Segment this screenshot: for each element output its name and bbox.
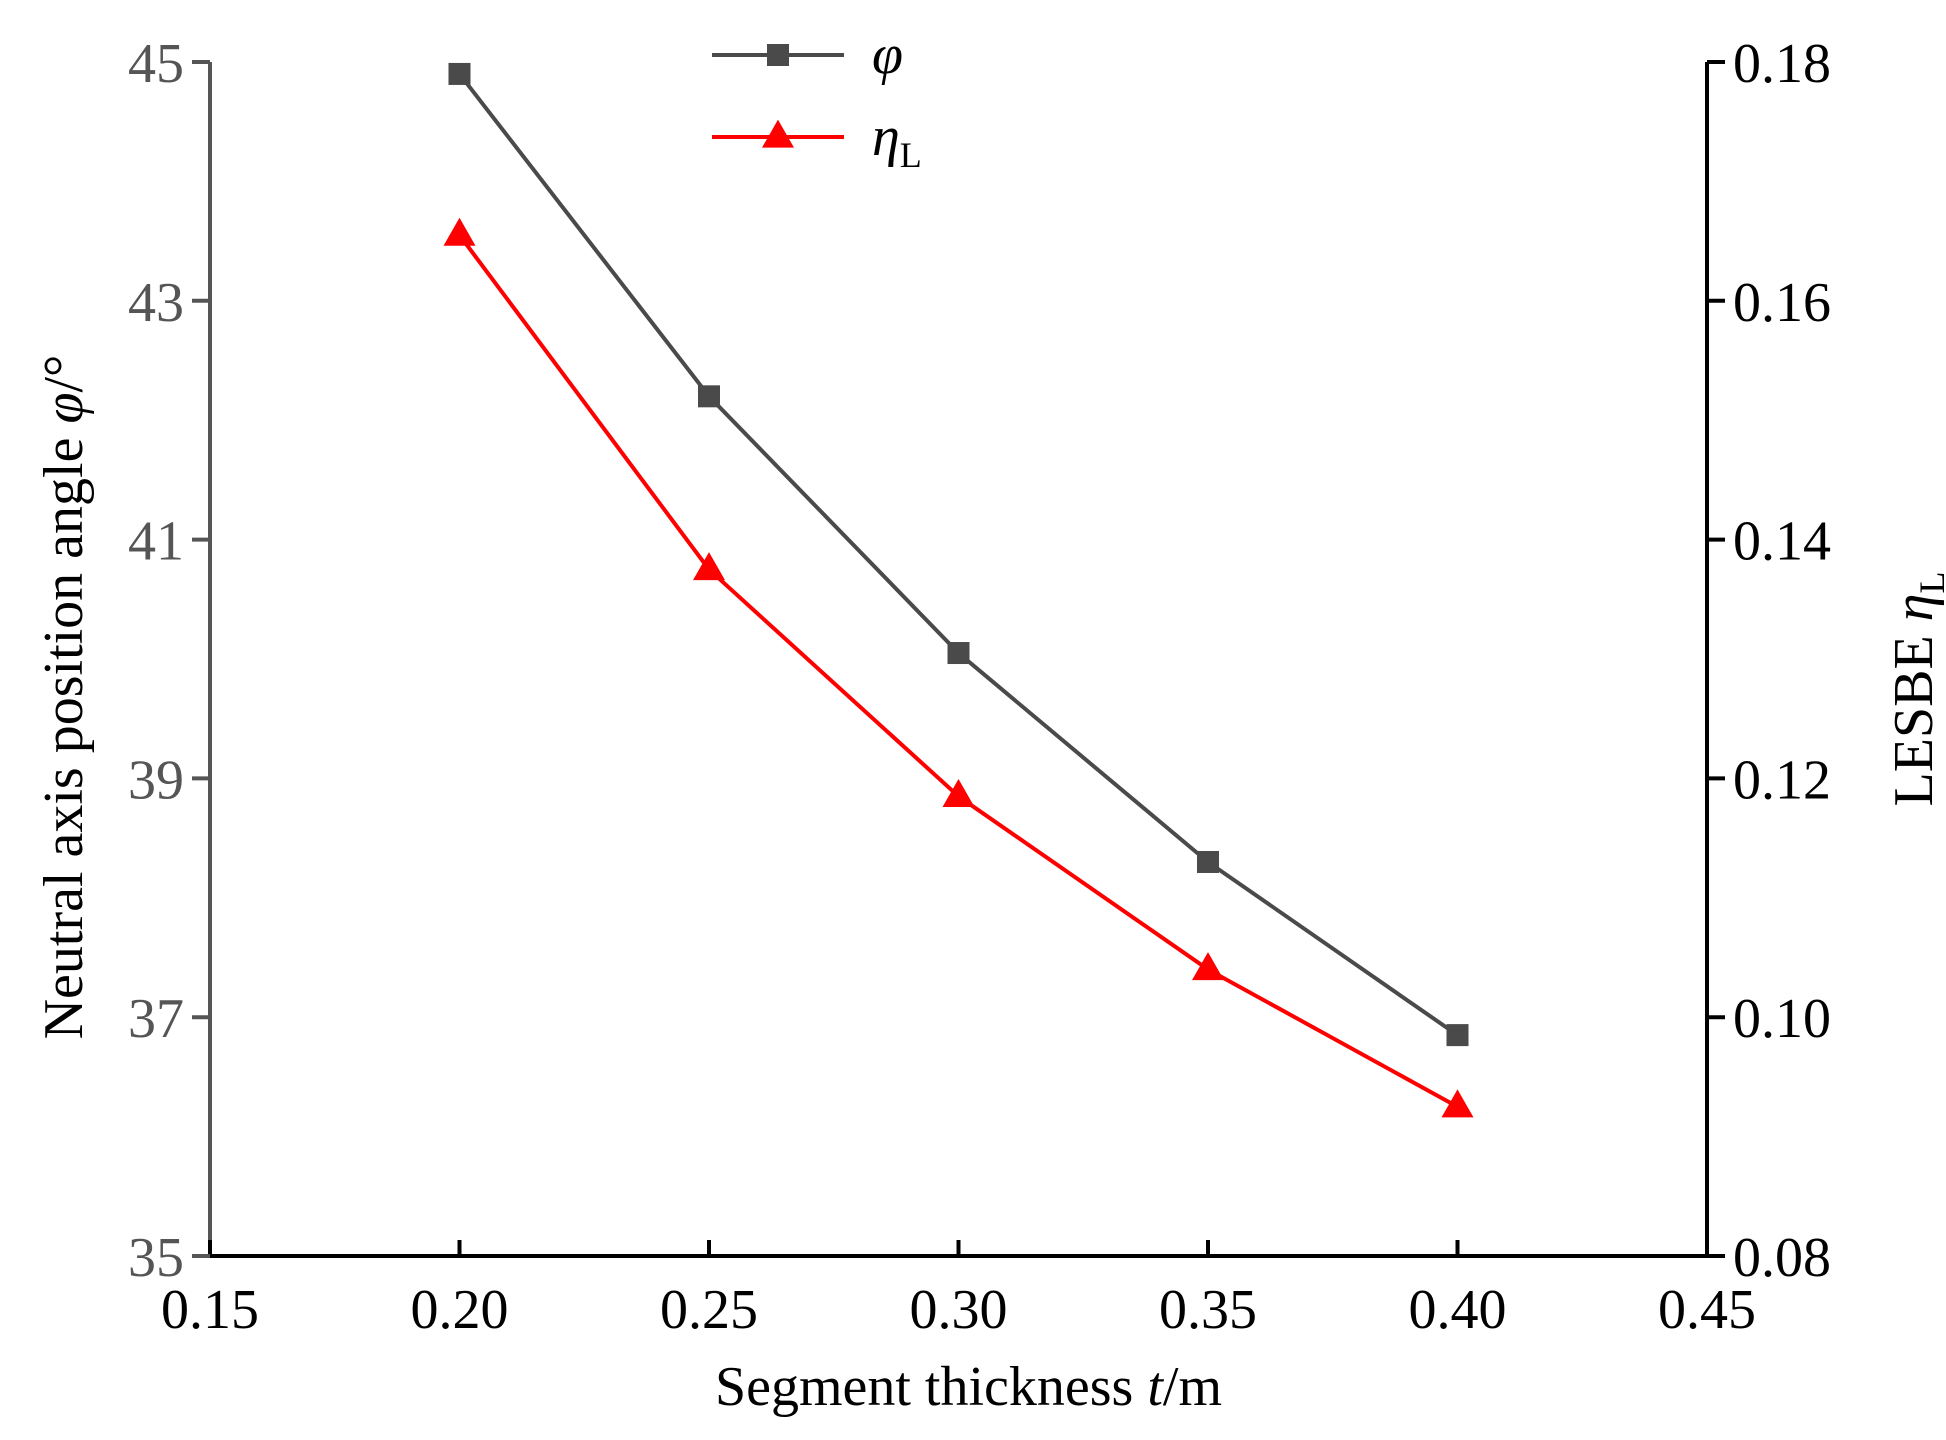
y-left-tick-label: 45: [128, 33, 184, 95]
y-right-tick-label: 0.10: [1733, 988, 1831, 1050]
x-tick-label: 0.15: [161, 1279, 259, 1341]
data-point-phi: [947, 642, 970, 665]
x-tick-label: 0.30: [910, 1279, 1008, 1341]
y-right-axis-title-var: η: [1883, 594, 1945, 622]
data-point-phi: [448, 62, 471, 85]
legend-marker: [767, 44, 789, 66]
data-point-phi: [1446, 1024, 1469, 1047]
x-tick-label: 0.45: [1658, 1279, 1756, 1341]
y-left-tick-label: 35: [128, 1227, 184, 1289]
legend-label-sub: L: [900, 135, 922, 175]
axes: 0.15 0.20 0.25 0.30 0.35 0.40 0.45 35 37 39 41 43 45…: [128, 33, 1831, 1341]
data-point-phi: [698, 385, 720, 408]
y-left-axis-title: Neutral axis position angle φ/°: [33, 355, 95, 1040]
y-left-tick-label: 39: [128, 749, 184, 811]
legend-marker: [762, 119, 794, 148]
axis-labels: Segment thickness t/m Neutral axis positi…: [33, 355, 1946, 1418]
x-tick-label: 0.35: [1159, 1279, 1257, 1341]
legend-label: ηL: [872, 106, 922, 175]
y-right-axis-title-sub: L: [1912, 572, 1946, 594]
legend: φηL: [712, 24, 922, 175]
x-tick-label: 0.20: [411, 1279, 509, 1341]
y-left-axis-title-var: φ: [33, 393, 95, 424]
series-line-eta: [457, 233, 1459, 1109]
y-right-tick-label: 0.12: [1733, 749, 1831, 811]
data-point-eta: [443, 217, 476, 246]
y-right-axis-title: LESBE ηL: [1883, 572, 1946, 807]
data-point-eta: [942, 778, 975, 807]
data-point-eta: [1441, 1089, 1474, 1118]
data-point-eta: [1192, 952, 1224, 981]
y-right-tick-label: 0.18: [1733, 33, 1831, 95]
y-left-axis-title-suffix: /°: [33, 355, 95, 393]
x-axis-title: Segment thickness t/m: [715, 1356, 1222, 1418]
series-group: [443, 62, 1474, 1118]
x-axis-title-prefix: Segment thickness: [715, 1356, 1147, 1418]
legend-label: φ: [872, 24, 903, 86]
y-left-tick-label: 43: [128, 272, 184, 334]
y-right-tick-label: 0.16: [1733, 272, 1831, 334]
data-point-eta: [693, 552, 725, 581]
y-right-tick-label: 0.14: [1733, 511, 1831, 573]
x-axis-title-var: t: [1147, 1356, 1164, 1418]
y-left-tick-label: 41: [128, 511, 184, 573]
legend-label-main: φ: [872, 24, 903, 86]
y-right-tick-label: 0.08: [1733, 1227, 1831, 1289]
x-tick-label: 0.25: [660, 1279, 758, 1341]
x-axis-title-suffix: /m: [1163, 1356, 1222, 1418]
legend-label-main: η: [872, 106, 900, 168]
y-right-axis-title-prefix: LESBE: [1883, 621, 1945, 806]
y-left-axis-title-prefix: Neutral axis position angle: [33, 424, 95, 1040]
x-tick-label: 0.40: [1409, 1279, 1507, 1341]
y-left-tick-label: 37: [128, 988, 184, 1050]
series-line-phi: [457, 72, 1459, 1037]
data-point-phi: [1197, 850, 1219, 873]
